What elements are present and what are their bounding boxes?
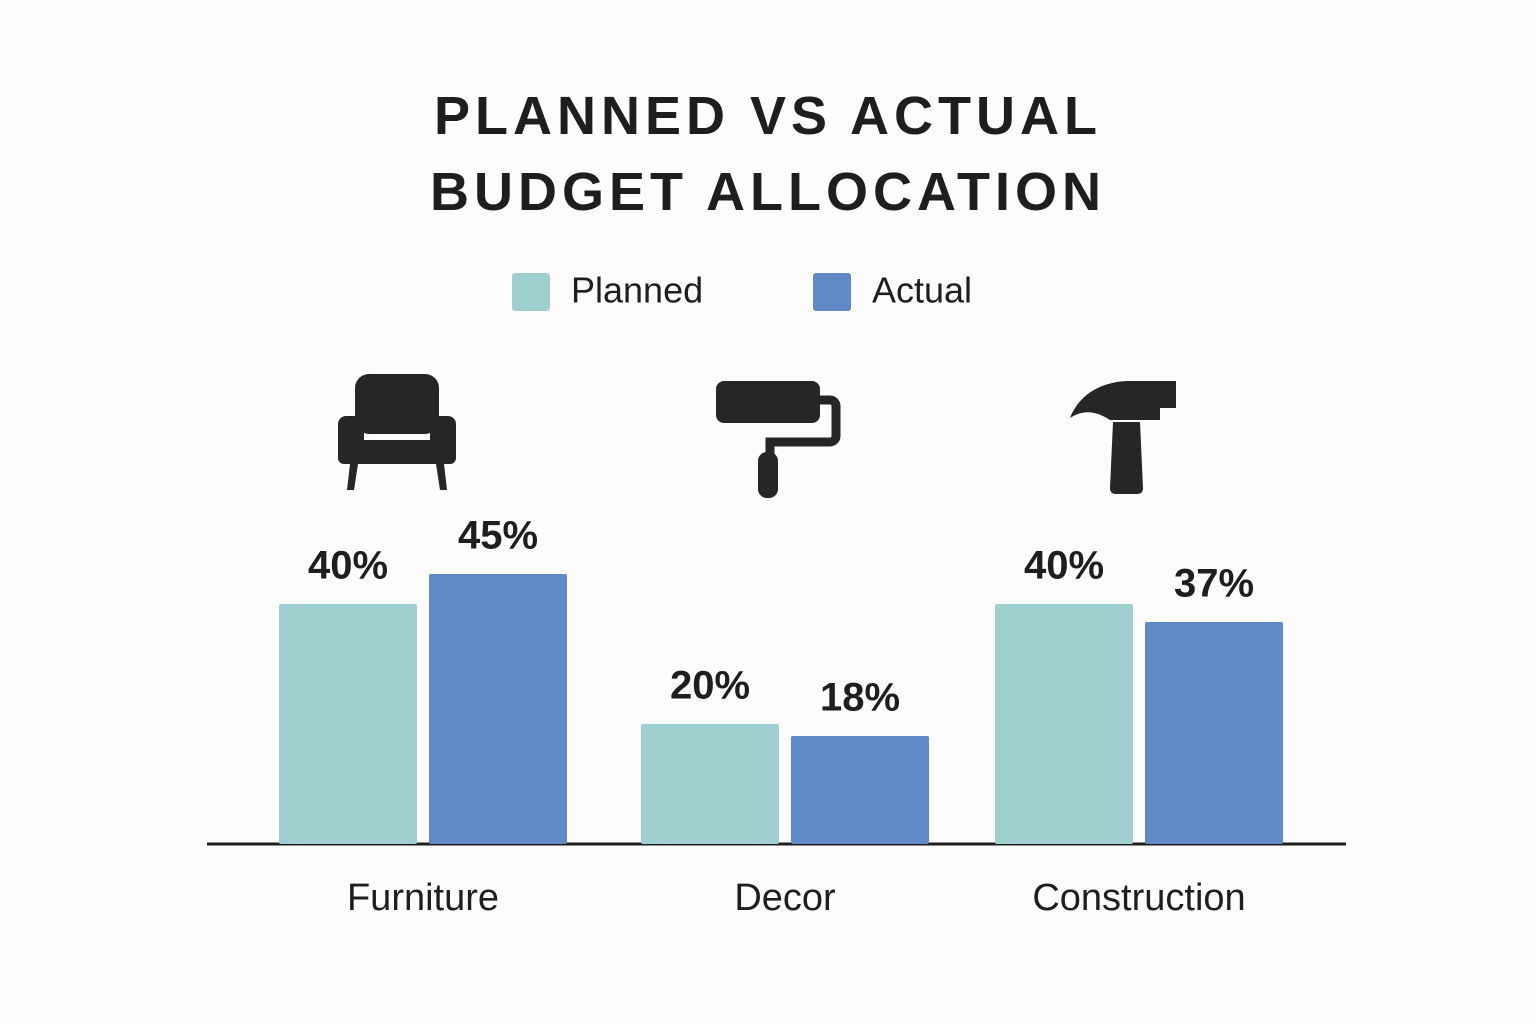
value-label: 20% [670, 664, 750, 708]
legend-swatch [512, 273, 550, 311]
value-label: 40% [308, 544, 388, 588]
x-tick-label: Decor [734, 877, 836, 919]
x-tick-label: Construction [1032, 877, 1245, 919]
chart-title: PLANNED VS ACTUAL BUDGET ALLOCATION [430, 86, 1106, 222]
bar [791, 736, 929, 844]
x-tick-label: Furniture [347, 877, 499, 919]
bar [641, 724, 779, 844]
armchair-icon [338, 374, 456, 490]
bar [995, 604, 1133, 844]
value-label: 40% [1024, 544, 1104, 588]
bar [1145, 622, 1283, 844]
legend-label: Actual [872, 270, 972, 311]
bar [429, 574, 567, 844]
paint-roller-icon [716, 381, 841, 498]
value-label: 37% [1174, 562, 1254, 606]
legend-swatch [813, 273, 851, 311]
value-label: 45% [458, 514, 538, 558]
bar [279, 604, 417, 844]
legend-label: Planned [571, 270, 703, 311]
value-label: 18% [820, 676, 900, 720]
hammer-icon [1070, 381, 1176, 494]
